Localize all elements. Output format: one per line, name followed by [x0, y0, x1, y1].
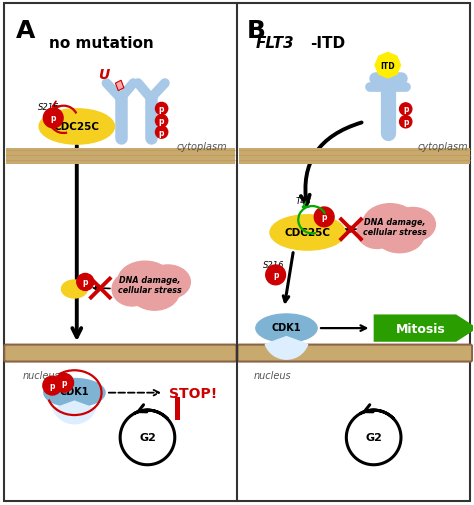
- Text: p: p: [273, 271, 278, 280]
- Circle shape: [400, 104, 412, 116]
- Ellipse shape: [363, 205, 418, 244]
- Ellipse shape: [39, 110, 115, 145]
- Text: -ITD: -ITD: [310, 35, 345, 50]
- Text: CDC25C: CDC25C: [54, 122, 100, 132]
- Text: p: p: [82, 278, 88, 287]
- Ellipse shape: [145, 266, 191, 299]
- Text: B: B: [246, 19, 265, 43]
- Text: p: p: [61, 379, 67, 387]
- Circle shape: [314, 208, 334, 227]
- Text: p: p: [159, 128, 164, 137]
- Text: ITD: ITD: [381, 62, 395, 71]
- FancyBboxPatch shape: [237, 345, 472, 362]
- Text: DNA damage,
cellular stress: DNA damage, cellular stress: [118, 275, 182, 294]
- Circle shape: [77, 274, 94, 291]
- Text: p: p: [403, 118, 409, 127]
- Text: p: p: [403, 105, 409, 114]
- Text: no mutation: no mutation: [48, 35, 153, 50]
- Text: p: p: [159, 105, 164, 114]
- Ellipse shape: [390, 208, 436, 242]
- Ellipse shape: [357, 215, 397, 249]
- Text: FLT3: FLT3: [256, 35, 294, 50]
- Circle shape: [43, 109, 63, 129]
- Text: U: U: [99, 68, 110, 81]
- Circle shape: [55, 374, 73, 392]
- Text: G2: G2: [139, 433, 156, 442]
- Circle shape: [400, 116, 412, 129]
- Text: S216: S216: [38, 103, 60, 112]
- Ellipse shape: [256, 314, 317, 342]
- Ellipse shape: [270, 215, 346, 250]
- Text: STOP!: STOP!: [169, 386, 217, 400]
- Text: A: A: [16, 19, 35, 43]
- Circle shape: [155, 127, 168, 139]
- FancyBboxPatch shape: [4, 4, 470, 501]
- Text: CDK1: CDK1: [272, 322, 301, 332]
- FancyBboxPatch shape: [175, 397, 180, 420]
- Ellipse shape: [62, 280, 87, 298]
- Ellipse shape: [130, 275, 179, 311]
- Text: CDK1: CDK1: [60, 386, 89, 396]
- Text: G2: G2: [365, 433, 382, 442]
- Text: CDC25C: CDC25C: [285, 228, 331, 238]
- Text: S216: S216: [263, 260, 284, 269]
- Text: p: p: [50, 114, 56, 123]
- FancyBboxPatch shape: [4, 345, 237, 362]
- Wedge shape: [53, 401, 96, 424]
- Text: cytoplasm: cytoplasm: [177, 142, 228, 152]
- Circle shape: [43, 376, 62, 395]
- Ellipse shape: [375, 218, 424, 253]
- Text: nucleus: nucleus: [23, 371, 60, 380]
- Text: cytoplasm: cytoplasm: [417, 142, 468, 152]
- Text: Mitosis: Mitosis: [396, 322, 446, 335]
- Text: p: p: [321, 213, 327, 222]
- Text: p: p: [49, 381, 55, 390]
- Text: p: p: [159, 117, 164, 126]
- FancyArrow shape: [374, 315, 474, 342]
- Wedge shape: [265, 337, 308, 360]
- Circle shape: [155, 103, 168, 116]
- Ellipse shape: [44, 379, 105, 407]
- Text: nucleus: nucleus: [254, 371, 291, 380]
- Text: DNA damage,
cellular stress: DNA damage, cellular stress: [363, 218, 427, 237]
- FancyBboxPatch shape: [6, 148, 235, 165]
- Circle shape: [155, 116, 168, 128]
- Text: T48: T48: [296, 197, 312, 206]
- Ellipse shape: [112, 273, 152, 307]
- Circle shape: [266, 266, 285, 285]
- Ellipse shape: [118, 262, 173, 301]
- Polygon shape: [116, 81, 124, 91]
- FancyBboxPatch shape: [239, 148, 470, 165]
